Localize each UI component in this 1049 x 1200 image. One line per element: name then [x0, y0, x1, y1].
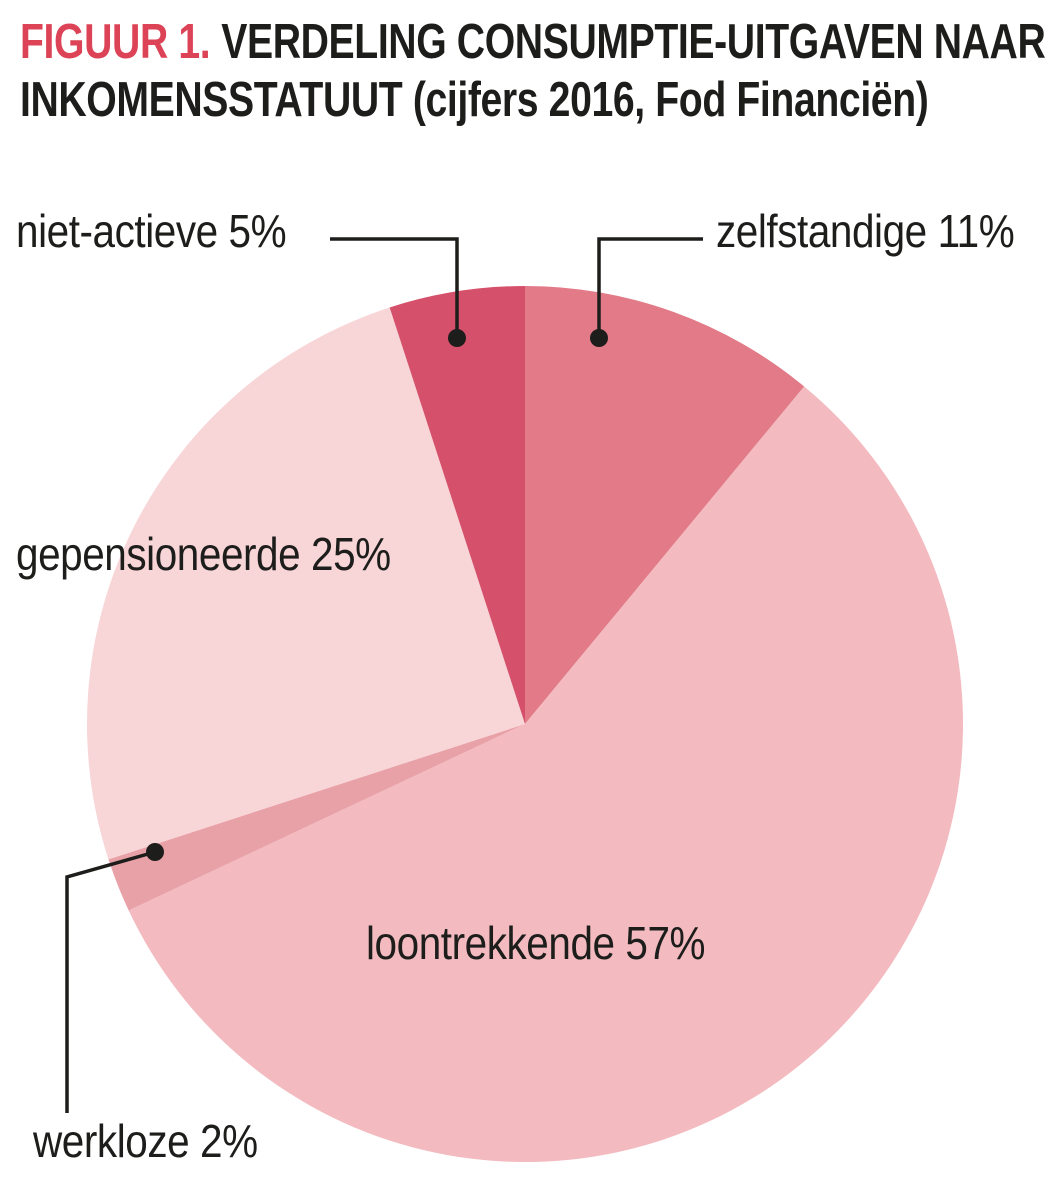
zelfstandige-leader-dot: [590, 329, 608, 347]
pie-slice-werkloze: [108, 724, 525, 911]
figure-title: FIGUUR 1. VERDELING CONSUMPTIE-UITGAVEN N…: [20, 14, 1046, 130]
leader-dots: [146, 329, 608, 861]
niet-actieve-leader-line: [330, 237, 459, 338]
figure-label: FIGUUR 1.: [20, 15, 211, 69]
slice-label-niet-actieve: niet-actieve 5%: [16, 205, 287, 257]
pie-chart: [87, 286, 964, 1163]
werkloze-leader-dot: [146, 843, 164, 861]
pie-slice-gepensioneerde: [87, 307, 525, 860]
pie-slice-zelfstandige: [525, 286, 805, 724]
niet-actieve-leader-dot: [448, 329, 466, 347]
slice-label-loontrekkende: loontrekkende 57%: [366, 917, 706, 969]
figure-title-line1: FIGUUR 1. VERDELING CONSUMPTIE-UITGAVEN N…: [20, 14, 1046, 72]
slice-label-gepensioneerde: gepensioneerde 25%: [16, 528, 391, 580]
leader-lines: [65, 237, 703, 1113]
figure-title-line1-text: VERDELING CONSUMPTIE-UITGAVEN NAAR: [221, 15, 1046, 69]
pie-slice-niet-actieve: [389, 286, 525, 724]
zelfstandige-leader-line: [597, 237, 703, 338]
werkloze-leader-line: [65, 850, 156, 1113]
pie-slice-loontrekkende: [128, 386, 964, 1163]
slice-label-werkloze: werkloze 2%: [33, 1115, 258, 1167]
figure-title-line2: INKOMENSSTATUUT (cijfers 2016, Fod Finan…: [20, 72, 929, 127]
slice-label-zelfstandige: zelfstandige 11%: [716, 205, 1015, 257]
